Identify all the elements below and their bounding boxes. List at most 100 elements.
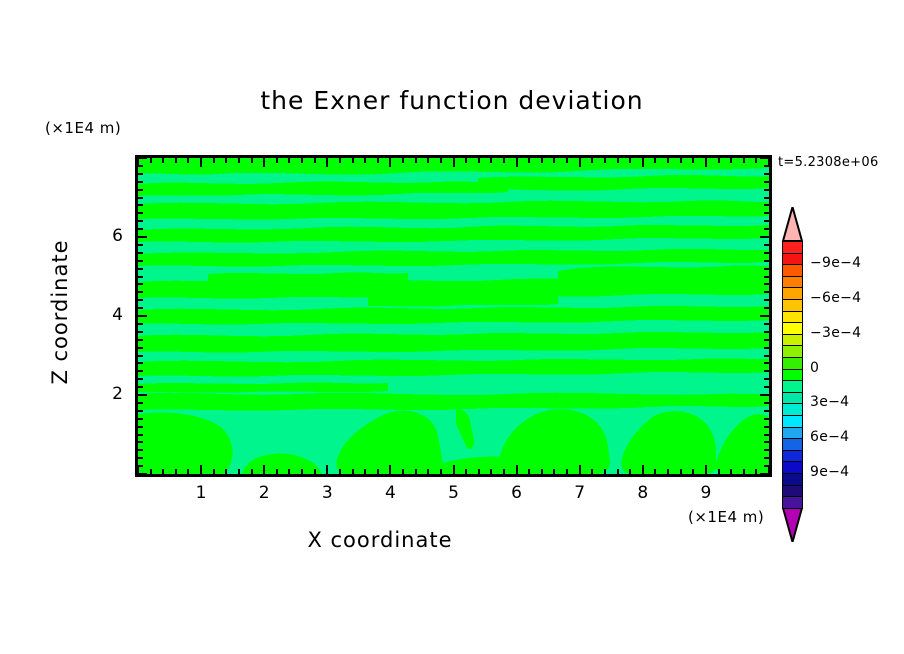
y-axis-tick <box>138 259 143 262</box>
y-axis-tick-right <box>760 236 769 238</box>
x-axis-tick <box>162 469 165 474</box>
x-axis-tick-top <box>591 158 594 163</box>
y-axis-tick-right <box>764 243 769 246</box>
x-axis-tick-top <box>667 158 670 163</box>
x-axis-tick <box>629 469 632 474</box>
x-axis-tick <box>301 469 304 474</box>
y-axis-tick-right <box>764 299 769 302</box>
y-axis-tick <box>138 212 143 215</box>
y-axis-title: Z coordinate <box>48 239 72 385</box>
colorbar-cap-high <box>781 203 804 242</box>
x-axis-tick-top <box>402 158 405 163</box>
colorbar-tick-label: 9e−4 <box>810 464 850 480</box>
y-axis-tick <box>138 370 143 373</box>
y-axis-tick-right <box>764 228 769 231</box>
x-axis-tick <box>389 465 392 474</box>
y-axis-tick <box>138 465 143 468</box>
y-axis-tick <box>138 172 143 175</box>
x-axis-tick-top <box>237 158 240 163</box>
colorbar-tick-label: −3e−4 <box>810 324 862 341</box>
y-axis-tick <box>138 433 143 436</box>
y-axis-tick-right <box>760 315 769 317</box>
x-axis-tick <box>149 469 152 474</box>
x-axis-tick <box>439 469 442 474</box>
colorbar-cap-low <box>781 506 804 546</box>
colorbar-tick-label: 0 <box>810 359 820 376</box>
y-axis-tick <box>138 220 143 223</box>
x-axis-tick-top <box>730 158 733 163</box>
x-axis-tick-top <box>515 158 518 167</box>
x-axis-tick <box>225 469 228 474</box>
x-axis-tick <box>704 465 707 474</box>
x-axis-tick-top <box>301 158 304 163</box>
y-axis-tick-right <box>764 370 769 373</box>
x-axis-tick <box>641 465 644 474</box>
x-axis-tick-label: 5 <box>448 483 459 503</box>
x-axis-tick <box>755 469 758 474</box>
x-axis-tick <box>174 469 177 474</box>
x-axis-tick-top <box>263 158 266 167</box>
x-axis-tick <box>427 469 430 474</box>
y-axis-tick-label: 4 <box>112 305 123 325</box>
x-axis-tick-top <box>641 158 644 167</box>
y-axis-tick <box>138 275 143 278</box>
x-axis-unit-label: (×1E4 m) <box>688 508 765 526</box>
y-axis-tick-right <box>764 409 769 412</box>
y-axis-tick <box>138 457 143 460</box>
y-axis-tick <box>138 354 143 357</box>
y-axis-tick-right <box>764 457 769 460</box>
x-axis-tick-label: 3 <box>321 483 333 503</box>
x-axis-tick <box>452 465 455 474</box>
x-axis-tick-top <box>654 158 657 163</box>
y-axis-tick <box>138 322 143 325</box>
x-axis-tick-top <box>212 158 215 163</box>
y-axis-tick <box>138 180 143 183</box>
colorbar-tick-label: 6e−4 <box>810 429 850 446</box>
x-axis-tick-top <box>250 158 253 163</box>
x-axis-tick-top <box>553 158 556 163</box>
x-axis-tick-top <box>200 158 203 167</box>
page-title: the Exner function deviation <box>260 86 644 115</box>
x-axis-tick-top <box>692 158 695 163</box>
x-axis-tick <box>490 469 493 474</box>
y-axis-tick-right <box>764 275 769 278</box>
x-axis-tick <box>578 465 581 474</box>
x-axis-tick-top <box>717 158 720 163</box>
x-axis-tick-top <box>768 158 770 167</box>
x-axis-tick <box>288 469 291 474</box>
y-axis-tick <box>138 315 147 317</box>
x-axis-tick <box>137 465 139 474</box>
y-axis-tick <box>138 228 143 231</box>
x-axis-tick-top <box>376 158 379 163</box>
x-axis-tick <box>679 469 682 474</box>
x-axis-tick-label: 1 <box>195 483 207 503</box>
y-axis-tick-right <box>764 307 769 310</box>
y-axis-tick <box>138 378 143 381</box>
y-axis-tick <box>138 362 143 365</box>
y-axis-tick <box>138 164 143 167</box>
y-axis-tick <box>138 204 143 207</box>
y-axis-tick-right <box>764 346 769 349</box>
x-axis-tick <box>603 469 606 474</box>
y-axis-tick-right <box>764 378 769 381</box>
x-axis-tick-top <box>465 158 468 163</box>
x-axis-tick <box>540 469 543 474</box>
x-axis-tick-top <box>755 158 758 163</box>
y-axis-tick-right <box>764 338 769 341</box>
x-axis-tick-top <box>414 158 417 163</box>
y-axis-tick <box>138 196 143 199</box>
x-axis-tick <box>250 469 253 474</box>
contour-field <box>138 158 769 474</box>
x-axis-tick <box>654 469 657 474</box>
x-axis-tick-top <box>364 158 367 163</box>
y-axis-tick-right <box>764 204 769 207</box>
y-axis-tick-right <box>764 220 769 223</box>
x-axis-tick-top <box>566 158 569 163</box>
y-axis-tick <box>138 417 143 420</box>
y-axis-tick <box>138 307 143 310</box>
x-axis-tick-top <box>288 158 291 163</box>
x-axis-tick-top <box>326 158 329 167</box>
colorbar-tick-label: 3e−4 <box>810 394 850 411</box>
x-axis-tick <box>414 469 417 474</box>
y-axis-tick-right <box>764 322 769 325</box>
